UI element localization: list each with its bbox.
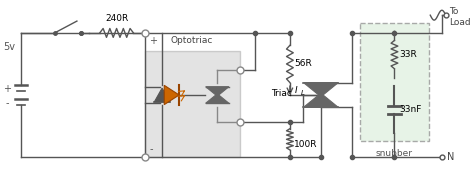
Text: snubber: snubber — [376, 149, 413, 158]
Polygon shape — [206, 87, 229, 96]
Polygon shape — [155, 88, 170, 102]
Polygon shape — [164, 85, 179, 105]
Text: To
Load: To Load — [449, 7, 470, 27]
Text: 33nF: 33nF — [399, 105, 422, 114]
Text: 56R: 56R — [295, 59, 312, 68]
Bar — [360, 23, 429, 141]
Text: L: L — [301, 90, 304, 96]
Text: 33R: 33R — [399, 50, 417, 59]
Polygon shape — [206, 94, 229, 103]
Text: -: - — [5, 98, 9, 108]
Text: +: + — [3, 84, 11, 94]
Text: 5v: 5v — [3, 42, 15, 52]
Text: Triac: Triac — [271, 88, 292, 97]
Bar — [145, 51, 239, 157]
Polygon shape — [303, 83, 338, 97]
Text: 100R: 100R — [294, 140, 317, 149]
Text: Optotriac: Optotriac — [171, 36, 213, 45]
Text: N: N — [447, 152, 454, 162]
Text: +: + — [149, 36, 157, 46]
Text: I: I — [295, 85, 297, 95]
Text: 240R: 240R — [105, 14, 128, 23]
Polygon shape — [303, 93, 338, 107]
Text: -: - — [149, 144, 153, 154]
